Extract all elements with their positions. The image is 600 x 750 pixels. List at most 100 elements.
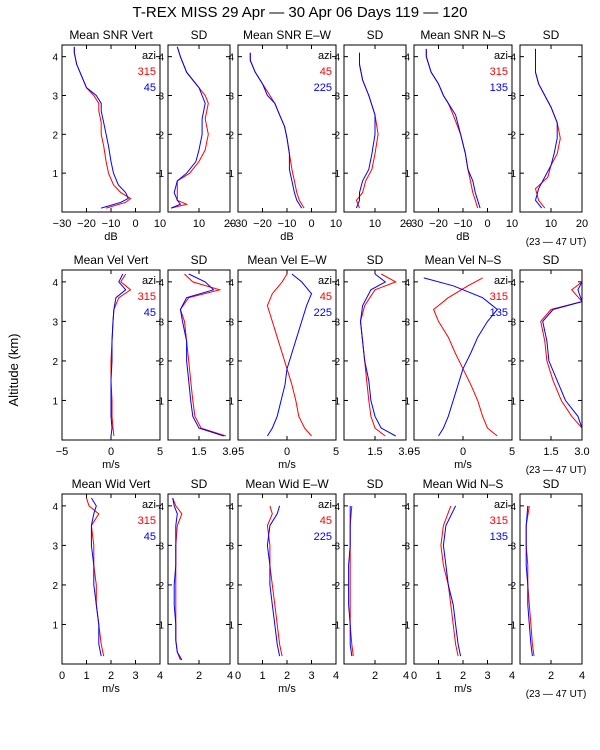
series-line-315 <box>540 281 583 429</box>
legend-entry: 135 <box>490 82 508 94</box>
x-tick-label: 4 <box>333 670 339 682</box>
y-tick-label: 2 <box>334 581 340 592</box>
chart-panel: SD 1 2 3 4 1.5 3.0 <box>510 253 589 458</box>
y-tick-label: 2 <box>510 130 516 141</box>
y-tick-label: 1 <box>334 169 340 180</box>
y-tick-label: 2 <box>404 357 410 368</box>
x-tick-label: −5 <box>56 446 69 458</box>
x-tick-label: 2 <box>108 670 114 682</box>
panel-title: Mean SNR E–W <box>243 28 332 42</box>
y-tick-label: 3 <box>158 91 164 102</box>
ut-range-note: (23 — 47 UT) <box>526 465 587 476</box>
x-tick-label: 3.0 <box>398 446 413 458</box>
y-tick-label: 3 <box>228 317 234 328</box>
y-axis-label: Altitude (km) <box>6 334 21 407</box>
y-tick-label: 3 <box>158 317 164 328</box>
y-tick-label: 4 <box>52 278 58 289</box>
series-line-225 <box>266 505 281 657</box>
x-tick-label: 1.5 <box>191 446 206 458</box>
panel-title: Mean SNR Vert <box>69 28 153 42</box>
series-line-45 <box>170 46 206 209</box>
chart-panel: SD 1 2 3 4 1.5 3.0 <box>334 253 413 458</box>
x-tick-label: −5 <box>408 446 421 458</box>
x-tick-label: 5 <box>509 446 515 458</box>
chart-panel: Mean Vel N–S 1 2 3 4 −5 0 5 m/s azi 315 135 <box>404 253 515 471</box>
x-tick-label: 0 <box>132 218 138 230</box>
panel-title: Mean Vel N–S <box>425 253 502 267</box>
x-tick-label: 0 <box>460 446 466 458</box>
y-tick-label: 1 <box>404 396 410 407</box>
chart-panel: Mean SNR E–W 1 2 3 4 −30 −20 −10 0 10 dB azi 45 225 <box>228 28 342 243</box>
series-line-45 <box>110 273 127 437</box>
x-tick-label: −20 <box>429 218 448 230</box>
figure-title: T-REX MISS 29 Apr — 30 Apr 06 Days 119 —… <box>133 4 468 21</box>
panel-title: SD <box>543 477 560 491</box>
y-tick-label: 2 <box>228 130 234 141</box>
legend-entry: 45 <box>320 291 332 303</box>
y-tick-label: 2 <box>510 581 516 592</box>
x-tick-label: 3 <box>484 670 490 682</box>
series-line-135 <box>425 48 481 209</box>
y-tick-label: 3 <box>52 91 58 102</box>
y-tick-label: 1 <box>228 620 234 631</box>
chart-panel: SD 1 2 3 4 10 20 <box>158 28 236 230</box>
y-tick-label: 4 <box>228 502 234 513</box>
y-tick-label: 4 <box>158 278 164 289</box>
panel-title: SD <box>543 28 560 42</box>
y-tick-label: 2 <box>334 357 340 368</box>
y-tick-label: 3 <box>334 541 340 552</box>
series-line-225 <box>249 52 303 209</box>
y-tick-label: 4 <box>334 53 340 64</box>
x-tick-label: 4 <box>403 670 409 682</box>
x-tick-label: 0 <box>411 670 417 682</box>
chart-panel: SD 1 2 3 4 1.5 3.0 <box>158 253 237 458</box>
x-axis-label: dB <box>280 231 293 243</box>
y-tick-label: 1 <box>52 396 58 407</box>
x-tick-label: 4 <box>157 670 163 682</box>
x-tick-label: 2 <box>548 670 554 682</box>
series-line-225 <box>355 52 376 209</box>
legend-title: azi <box>494 499 508 511</box>
x-axis-label: m/s <box>102 683 120 695</box>
chart-panel: Mean Vel E–W 1 2 3 4 −5 0 5 m/s azi 45 225 <box>228 253 339 471</box>
series-line-135 <box>534 48 558 209</box>
x-tick-label: −5 <box>232 446 245 458</box>
x-tick-label: 1.5 <box>543 446 558 458</box>
y-tick-label: 3 <box>510 317 516 328</box>
legend-entry: 45 <box>144 82 156 94</box>
x-axis-label: m/s <box>278 683 296 695</box>
x-tick-label: −10 <box>102 218 121 230</box>
y-tick-label: 4 <box>52 502 58 513</box>
y-tick-label: 1 <box>158 396 164 407</box>
panel-title: SD <box>191 28 208 42</box>
y-tick-label: 4 <box>404 278 410 289</box>
x-tick-label: 10 <box>545 218 557 230</box>
x-axis-label: m/s <box>454 683 472 695</box>
y-tick-label: 2 <box>158 130 164 141</box>
chart-panel: SD 1 2 3 4 2 4 <box>158 477 233 682</box>
x-tick-label: 10 <box>506 218 518 230</box>
panel-title: SD <box>367 28 384 42</box>
x-tick-label: 3 <box>308 670 314 682</box>
ut-range-note: (23 — 47 UT) <box>526 237 587 248</box>
x-tick-label: 4 <box>579 670 585 682</box>
x-tick-label: −30 <box>405 218 424 230</box>
y-tick-label: 2 <box>404 581 410 592</box>
legend-title: azi <box>142 50 156 62</box>
x-tick-label: −30 <box>53 218 72 230</box>
y-tick-label: 1 <box>52 169 58 180</box>
legend-entry: 315 <box>138 66 156 78</box>
y-tick-label: 4 <box>158 502 164 513</box>
legend-entry: 225 <box>314 82 332 94</box>
chart-panel: Mean SNR N–S 1 2 3 4 −30 −20 −10 0 10 dB azi 315 135 <box>404 28 518 243</box>
y-tick-label: 3 <box>228 91 234 102</box>
y-tick-label: 2 <box>158 357 164 368</box>
chart-panel: Mean Wid Vert 1 2 3 4 0 1 2 3 4 m/s azi 315 45 <box>52 477 163 695</box>
y-tick-label: 3 <box>158 541 164 552</box>
y-tick-label: 2 <box>52 357 58 368</box>
panel-title: Mean Wid E–W <box>245 477 329 491</box>
y-tick-label: 4 <box>510 278 516 289</box>
y-tick-label: 2 <box>52 130 58 141</box>
